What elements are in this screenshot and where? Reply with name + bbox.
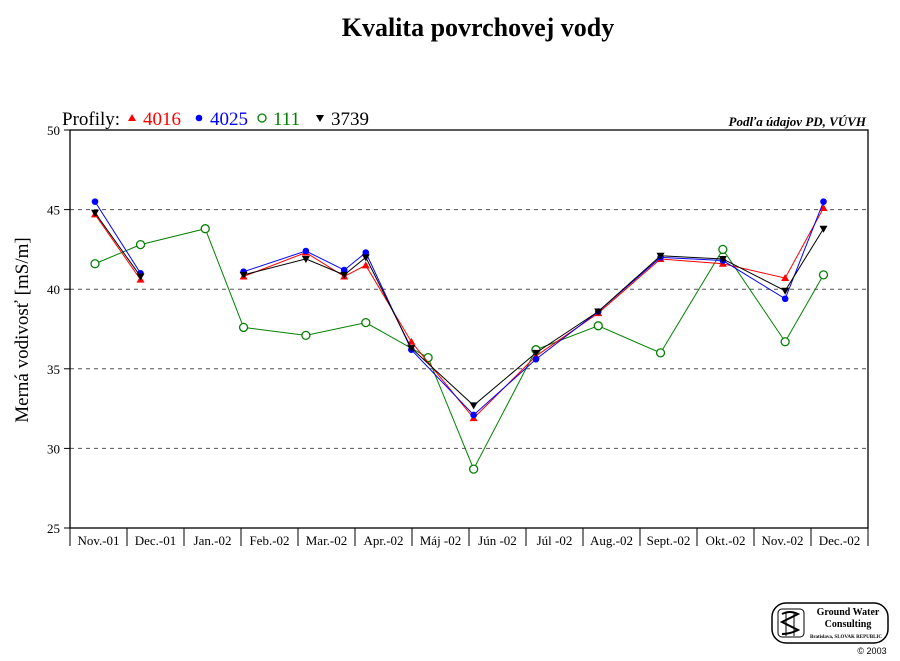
data-point (531, 349, 540, 357)
data-point (655, 348, 666, 358)
x-tick-label: Dec.-01 (135, 533, 177, 548)
legend-label: 111 (273, 109, 300, 130)
y-axis-label: Merná vodivosť [mS/m] (12, 237, 33, 422)
data-point (135, 239, 146, 250)
data-point (239, 271, 248, 279)
data-point (361, 261, 370, 269)
legend-label: 3739 (331, 109, 369, 130)
data-point (819, 204, 828, 212)
x-tick-label: Jún -02 (478, 533, 517, 548)
data-point (593, 321, 603, 331)
y-tick-label: 25 (47, 521, 60, 536)
data-point (302, 247, 310, 255)
logo-emblem-icon (777, 608, 805, 638)
data-point (532, 355, 540, 363)
y-tick-label: 40 (47, 282, 60, 297)
data-point (781, 287, 790, 295)
data-point (362, 249, 370, 256)
y-tick-label: 50 (47, 123, 60, 138)
company-logo: Ground Water Consulting Bratislava, SLOV… (771, 602, 889, 656)
x-tick-label: Máj -02 (420, 533, 462, 548)
x-tick-label: Mar.-02 (306, 533, 348, 548)
data-point (301, 330, 311, 341)
series-line (94, 201, 141, 274)
y-tick-label: 45 (47, 203, 60, 218)
y-axis: 25 30 35 40 45 50 (47, 123, 70, 536)
legend-label: 4016 (143, 109, 181, 130)
data-point (819, 225, 828, 233)
data-point (136, 273, 145, 281)
series-line (243, 201, 824, 416)
data-point (340, 266, 348, 274)
data-point (238, 322, 249, 333)
x-axis: Nov.-01 Dec.-01 Jan.-02 Feb.-02 Mar.-02 Apr.-… (69, 528, 869, 548)
series-line (243, 207, 824, 419)
data-point (301, 255, 310, 263)
data-point (407, 345, 416, 353)
chart-title: Kvalita povrchovej vody (342, 13, 615, 42)
series-line (243, 228, 824, 407)
data-point (656, 252, 665, 260)
legend-marker-icon (128, 114, 136, 121)
data-point (718, 244, 728, 255)
data-point (781, 295, 789, 303)
series-111 (90, 224, 829, 474)
legend-marker-icon (257, 113, 267, 123)
x-tick-label: Nov.-02 (761, 533, 803, 548)
series-3739 (91, 209, 828, 410)
data-point (470, 411, 477, 419)
data-point (820, 198, 827, 205)
data-point (407, 337, 416, 345)
series-4016 (91, 204, 828, 422)
data-point (361, 254, 370, 262)
legend-marker-icon (195, 114, 203, 122)
x-tick-label: Júl -02 (537, 533, 573, 548)
data-point (718, 255, 727, 263)
legend-marker-icon (316, 115, 324, 122)
legend-item-4016: 4016 (128, 109, 181, 130)
copyright-text: © 2003 (857, 646, 886, 656)
legend-label: 4025 (210, 109, 248, 130)
data-point (340, 271, 349, 279)
legend-item-3739: 3739 (316, 109, 369, 130)
data-point (91, 209, 99, 217)
x-tick-label: Jan.-02 (194, 533, 232, 548)
data-point (781, 274, 790, 282)
data-point (90, 259, 100, 269)
series-line (94, 228, 824, 471)
legend: Profily: 4016 4025 111 3739 (62, 109, 369, 130)
data-point (469, 402, 478, 410)
series-line (94, 214, 141, 280)
series-group (90, 198, 829, 474)
logo-line3: Bratislava, SLOVAK REPUBLIC (810, 635, 882, 640)
x-tick-label: Dec.-02 (819, 533, 861, 548)
data-point (594, 308, 603, 316)
logo-line2: Consulting (825, 619, 872, 630)
x-tick-label: Okt.-02 (705, 533, 745, 548)
data-point (91, 198, 99, 205)
logo-line1: Ground Water (817, 607, 880, 618)
grid-lines (70, 209, 868, 449)
x-tick-label: Apr.-02 (363, 533, 403, 548)
x-tick-label: Sept.-02 (647, 533, 691, 548)
data-point (780, 337, 790, 347)
series-line (94, 212, 141, 277)
x-tick-label: Nov.-01 (77, 533, 119, 548)
legend-prefix: Profily: (62, 109, 120, 130)
x-tick-label: Aug.-02 (590, 533, 633, 548)
data-point (361, 317, 371, 328)
legend-item-111: 111 (257, 109, 300, 130)
y-tick-label: 30 (47, 441, 60, 456)
x-tick-label: Feb.-02 (249, 533, 289, 548)
plot-area (69, 129, 869, 529)
y-tick-label: 35 (47, 362, 60, 377)
data-point (468, 464, 479, 474)
source-note: Podľa údajov PD, VÚVH (729, 114, 867, 129)
data-point (200, 224, 210, 234)
data-point (818, 270, 829, 280)
legend-item-4025: 4025 (195, 109, 248, 130)
